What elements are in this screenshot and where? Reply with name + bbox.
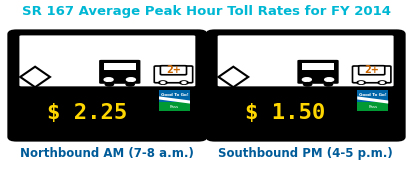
- Circle shape: [126, 83, 134, 86]
- Circle shape: [325, 78, 334, 81]
- FancyBboxPatch shape: [104, 63, 135, 70]
- Text: 2+: 2+: [166, 65, 181, 75]
- FancyBboxPatch shape: [9, 31, 206, 140]
- FancyBboxPatch shape: [207, 31, 404, 140]
- FancyBboxPatch shape: [218, 35, 394, 86]
- Polygon shape: [173, 113, 183, 120]
- Circle shape: [380, 82, 384, 83]
- Circle shape: [105, 83, 114, 86]
- Polygon shape: [159, 96, 190, 104]
- Text: Good To Go!: Good To Go!: [161, 93, 188, 97]
- FancyBboxPatch shape: [357, 90, 388, 102]
- FancyBboxPatch shape: [302, 63, 334, 70]
- Text: Good To Go!: Good To Go!: [359, 93, 387, 97]
- FancyBboxPatch shape: [358, 66, 385, 75]
- Circle shape: [161, 82, 165, 83]
- Polygon shape: [372, 113, 381, 120]
- Text: SR 167 Average Peak Hour Toll Rates for FY 2014: SR 167 Average Peak Hour Toll Rates for …: [22, 5, 391, 18]
- Text: Northbound AM (7-8 a.m.): Northbound AM (7-8 a.m.): [20, 147, 195, 160]
- FancyBboxPatch shape: [159, 102, 190, 111]
- Circle shape: [159, 81, 167, 84]
- FancyBboxPatch shape: [159, 90, 190, 102]
- Circle shape: [357, 81, 366, 84]
- Circle shape: [180, 81, 188, 84]
- Polygon shape: [357, 96, 388, 104]
- Text: Pass: Pass: [368, 105, 377, 109]
- FancyBboxPatch shape: [357, 102, 388, 111]
- FancyBboxPatch shape: [19, 88, 195, 135]
- Polygon shape: [218, 67, 248, 87]
- Text: Pass: Pass: [170, 105, 179, 109]
- Circle shape: [182, 82, 186, 83]
- FancyBboxPatch shape: [160, 66, 187, 75]
- Circle shape: [324, 83, 332, 86]
- Text: Southbound PM (4-5 p.m.): Southbound PM (4-5 p.m.): [218, 147, 393, 160]
- Circle shape: [126, 78, 135, 81]
- FancyBboxPatch shape: [353, 66, 391, 83]
- Text: 2+: 2+: [364, 65, 379, 75]
- Circle shape: [359, 82, 363, 83]
- Circle shape: [304, 83, 312, 86]
- Circle shape: [104, 78, 113, 81]
- Circle shape: [302, 78, 311, 81]
- FancyBboxPatch shape: [297, 60, 339, 84]
- FancyBboxPatch shape: [99, 60, 140, 84]
- FancyBboxPatch shape: [218, 88, 394, 135]
- FancyBboxPatch shape: [19, 35, 195, 86]
- Polygon shape: [20, 67, 50, 87]
- FancyBboxPatch shape: [154, 66, 192, 83]
- Text: $ 1.50: $ 1.50: [245, 103, 325, 123]
- Circle shape: [378, 81, 387, 84]
- Text: $ 2.25: $ 2.25: [47, 103, 127, 123]
